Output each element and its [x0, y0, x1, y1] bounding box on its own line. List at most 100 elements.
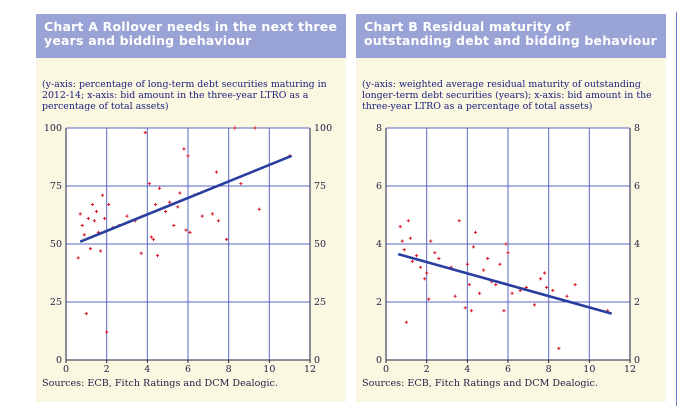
chart-a-panel: Chart A Rollover needs in the next three…: [36, 14, 346, 402]
chart-a-data-point: [139, 251, 143, 255]
chart-b-plot: 0 2 4 6 8 10 120 02 24 46 68 8: [376, 123, 640, 375]
chart-a-y-tick-label-left: 100: [44, 123, 62, 134]
chart-a-data-point: [239, 182, 243, 186]
chart-b-data-point: [425, 271, 429, 275]
chart-b-data-point: [557, 346, 561, 350]
chart-a-data-point: [88, 247, 92, 251]
chart-a-data-point: [107, 202, 111, 207]
chart-b-data-point: [551, 288, 555, 292]
chart-b-source: Sources: ECB, Fitch Ratings and DCM Deal…: [362, 378, 598, 389]
chart-a-data-point: [184, 228, 188, 232]
chart-b-y-tick-label-left: 0: [376, 355, 382, 366]
chart-a-data-point: [80, 223, 84, 228]
chart-a-data-point: [214, 170, 219, 174]
chart-a-data-point: [257, 207, 261, 211]
chart-a-data-point: [98, 249, 103, 253]
chart-b-data-point: [410, 259, 415, 263]
chart-b-data-point: [465, 262, 469, 266]
chart-a-data-point: [151, 237, 156, 241]
chart-a-data-point: [94, 209, 99, 214]
chart-a-data-point: [78, 212, 82, 216]
chart-a-x-tick-label: 2: [104, 364, 110, 375]
chart-a-y-tick-label-right: 75: [314, 181, 326, 192]
chart-a-data-point: [76, 256, 80, 260]
chart-a-x-tick-label: 6: [185, 364, 191, 375]
chart-a-y-tick-label-right: 100: [314, 123, 332, 134]
chart-b-data-point: [463, 306, 467, 310]
chart-b-data-point: [408, 236, 412, 240]
chart-a-y-tick-label-right: 0: [314, 355, 320, 366]
chart-b-data-point: [504, 242, 508, 246]
chart-b-data-point: [453, 294, 457, 298]
chart-b-y-tick-label-right: 8: [634, 123, 640, 134]
chart-b-x-tick-label: 6: [505, 364, 511, 375]
chart-a-y-tick-label-left: 75: [50, 181, 62, 192]
chart-a-data-point: [125, 214, 129, 218]
chart-b-data-point: [565, 294, 569, 298]
chart-a-x-tick-label: 4: [144, 364, 150, 375]
chart-a-y-tick-label-right: 50: [314, 239, 326, 250]
chart-a-data-point: [200, 214, 204, 218]
chart-b-data-point: [532, 303, 537, 307]
chart-a-data-point: [253, 126, 257, 130]
chart-b-y-tick-label-right: 2: [634, 297, 640, 308]
chart-a-data-point: [186, 154, 190, 158]
chart-b-x-tick-label: 10: [583, 364, 595, 375]
chart-a-data-point: [155, 254, 160, 258]
chart-a-data-point: [168, 200, 172, 204]
chart-b-data-point: [469, 309, 473, 313]
chart-a-data-point: [90, 202, 95, 207]
chart-b-data-point: [477, 291, 482, 295]
chart-a-source: Sources: ECB, Fitch Ratings and DCM Deal…: [42, 378, 278, 389]
chart-a-x-tick-label: 0: [63, 364, 69, 375]
chart-b-data-point: [482, 268, 486, 272]
chart-a-data-point: [210, 212, 214, 216]
chart-b-data-point: [404, 320, 408, 324]
chart-b-y-tick-label-right: 6: [634, 181, 640, 192]
chart-b-x-tick-label: 8: [546, 364, 552, 375]
chart-a-data-point: [147, 182, 151, 186]
chart-a-data-point: [149, 235, 153, 239]
page-border-line: [676, 12, 677, 406]
chart-b-data-point: [427, 297, 431, 301]
chart-b-data-point: [494, 283, 498, 287]
chart-b-data-point: [423, 277, 427, 281]
chart-b-y-tick-label-left: 2: [376, 297, 382, 308]
chart-b-note: (y-axis: weighted average residual matur…: [362, 79, 652, 112]
chart-b-x-tick-label: 0: [383, 364, 389, 375]
chart-b-data-point: [498, 262, 502, 266]
chart-b-data-point: [402, 248, 406, 252]
chart-b-data-point: [486, 256, 490, 261]
chart-a-data-point: [164, 209, 168, 214]
chart-a-data-point: [216, 219, 221, 223]
chart-a-y-tick-label-right: 25: [314, 297, 326, 308]
chart-b-data-point: [543, 271, 547, 275]
chart-b-data-point: [471, 245, 476, 249]
chart-a-trend-line: [79, 154, 293, 243]
chart-b-data-point: [398, 225, 402, 229]
chart-a-data-point: [182, 147, 186, 151]
chart-b-data-point: [429, 239, 433, 243]
chart-b-data-point: [457, 219, 461, 223]
chart-a-data-point: [84, 312, 88, 316]
chart-b-data-point: [502, 309, 506, 313]
chart-b-x-tick-label: 2: [424, 364, 430, 375]
chart-a-note: (y-axis: percentage of long-term debt se…: [42, 79, 327, 112]
chart-a-data-point: [178, 191, 182, 195]
chart-b-data-point: [510, 291, 514, 295]
chart-b-y-tick-label-right: 0: [634, 355, 640, 366]
chart-a-data-point: [103, 216, 107, 221]
chart-b-data-point: [437, 256, 441, 261]
chart-a-data-point: [176, 205, 180, 209]
chart-a-x-tick-label: 10: [263, 364, 275, 375]
chart-b-header: Chart B Residual maturity of outstanding…: [356, 14, 666, 58]
chart-a-data-point: [188, 230, 192, 234]
chart-b-data-point: [545, 285, 549, 290]
chart-b-data-point: [573, 283, 577, 287]
chart-b-x-tick-label: 12: [624, 364, 636, 375]
chart-a-data-point: [86, 216, 90, 221]
chart-b-y-tick-label-right: 4: [634, 239, 640, 250]
chart-b-data-point: [406, 219, 410, 223]
chart-a-data-point: [233, 126, 237, 130]
